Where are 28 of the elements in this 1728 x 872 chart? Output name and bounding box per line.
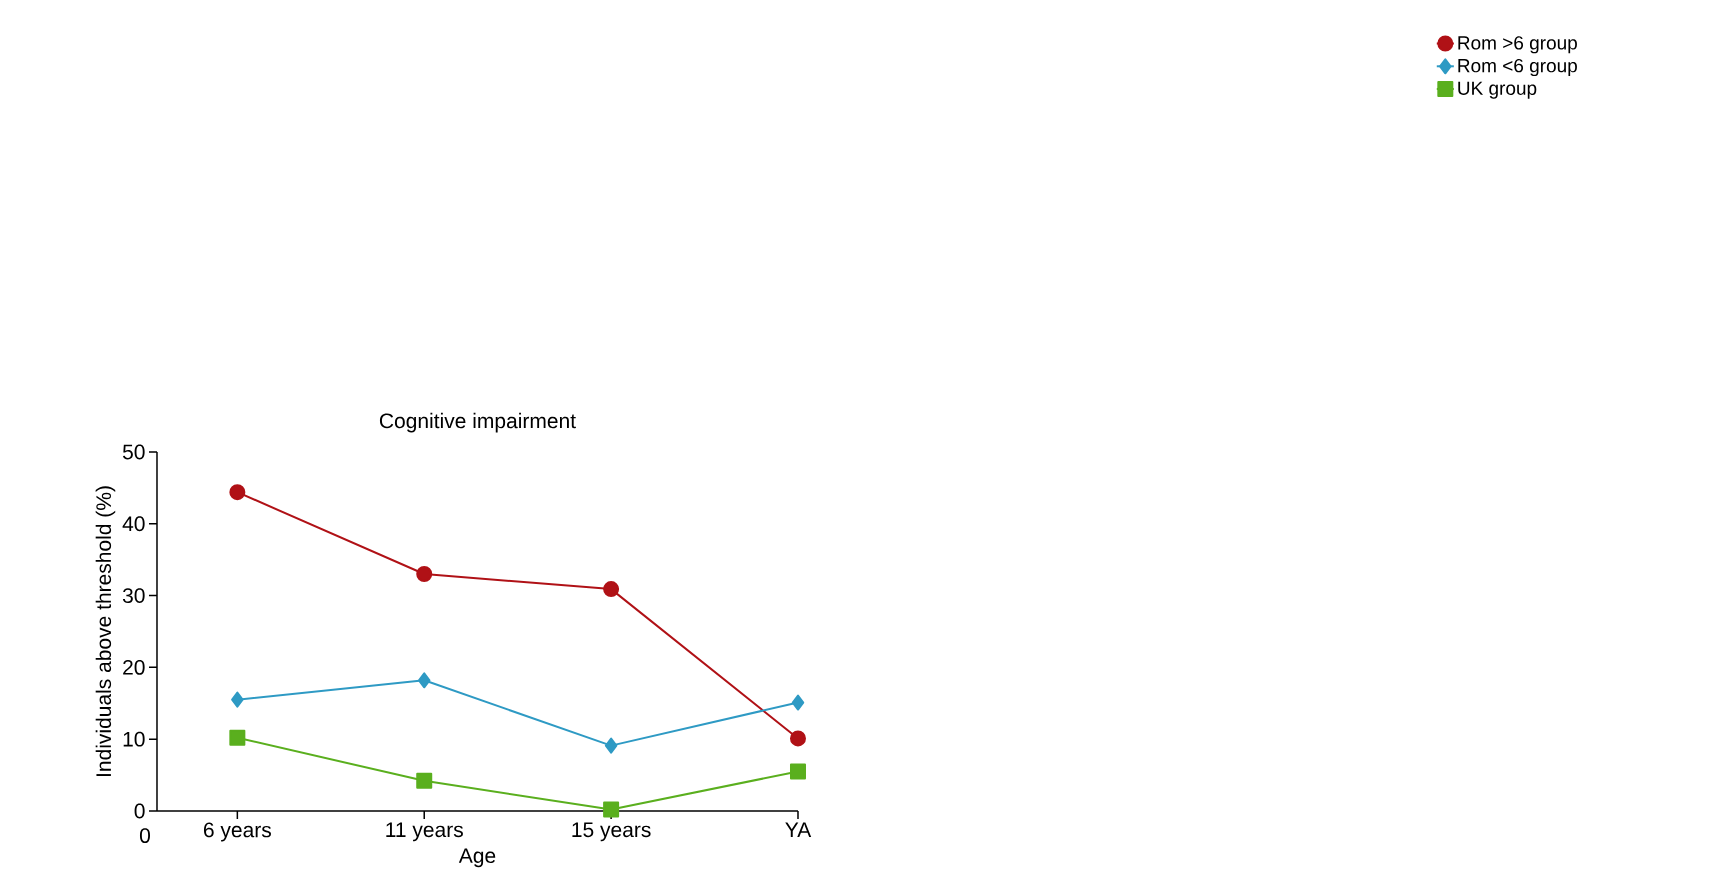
legend-label: Rom >6 group — [1458, 36, 1577, 54]
point — [229, 729, 246, 746]
point — [416, 566, 433, 583]
point — [417, 672, 431, 689]
x-tick-label: 6 years — [203, 822, 271, 842]
point — [789, 763, 806, 780]
y-tick-label: 0 — [134, 803, 145, 819]
y-tick-label: 50 — [122, 444, 145, 460]
legend-label: UK group — [1458, 81, 1537, 99]
x-tick-label: YA — [785, 822, 812, 837]
chart-title: Cognitive impairment — [379, 412, 576, 433]
point — [603, 801, 620, 818]
point — [603, 581, 620, 598]
point — [604, 737, 618, 754]
y-tick-label: 20 — [123, 659, 145, 675]
y-axis-title: Individuals above threshold (%) — [95, 486, 116, 777]
point — [791, 694, 805, 711]
point — [229, 484, 246, 501]
legend-label: Rom <6 group — [1458, 58, 1577, 77]
y-tick-label: 10 — [123, 731, 145, 747]
x-axis-title: Age — [458, 848, 496, 868]
x-tick-label: 15 years — [572, 822, 651, 842]
y-tick-label: 30 — [122, 588, 145, 603]
point — [231, 691, 244, 708]
x-tick-label: 11 years — [386, 822, 463, 842]
point — [416, 772, 433, 789]
y-tick-label: 40 — [122, 516, 145, 532]
point — [789, 730, 806, 747]
